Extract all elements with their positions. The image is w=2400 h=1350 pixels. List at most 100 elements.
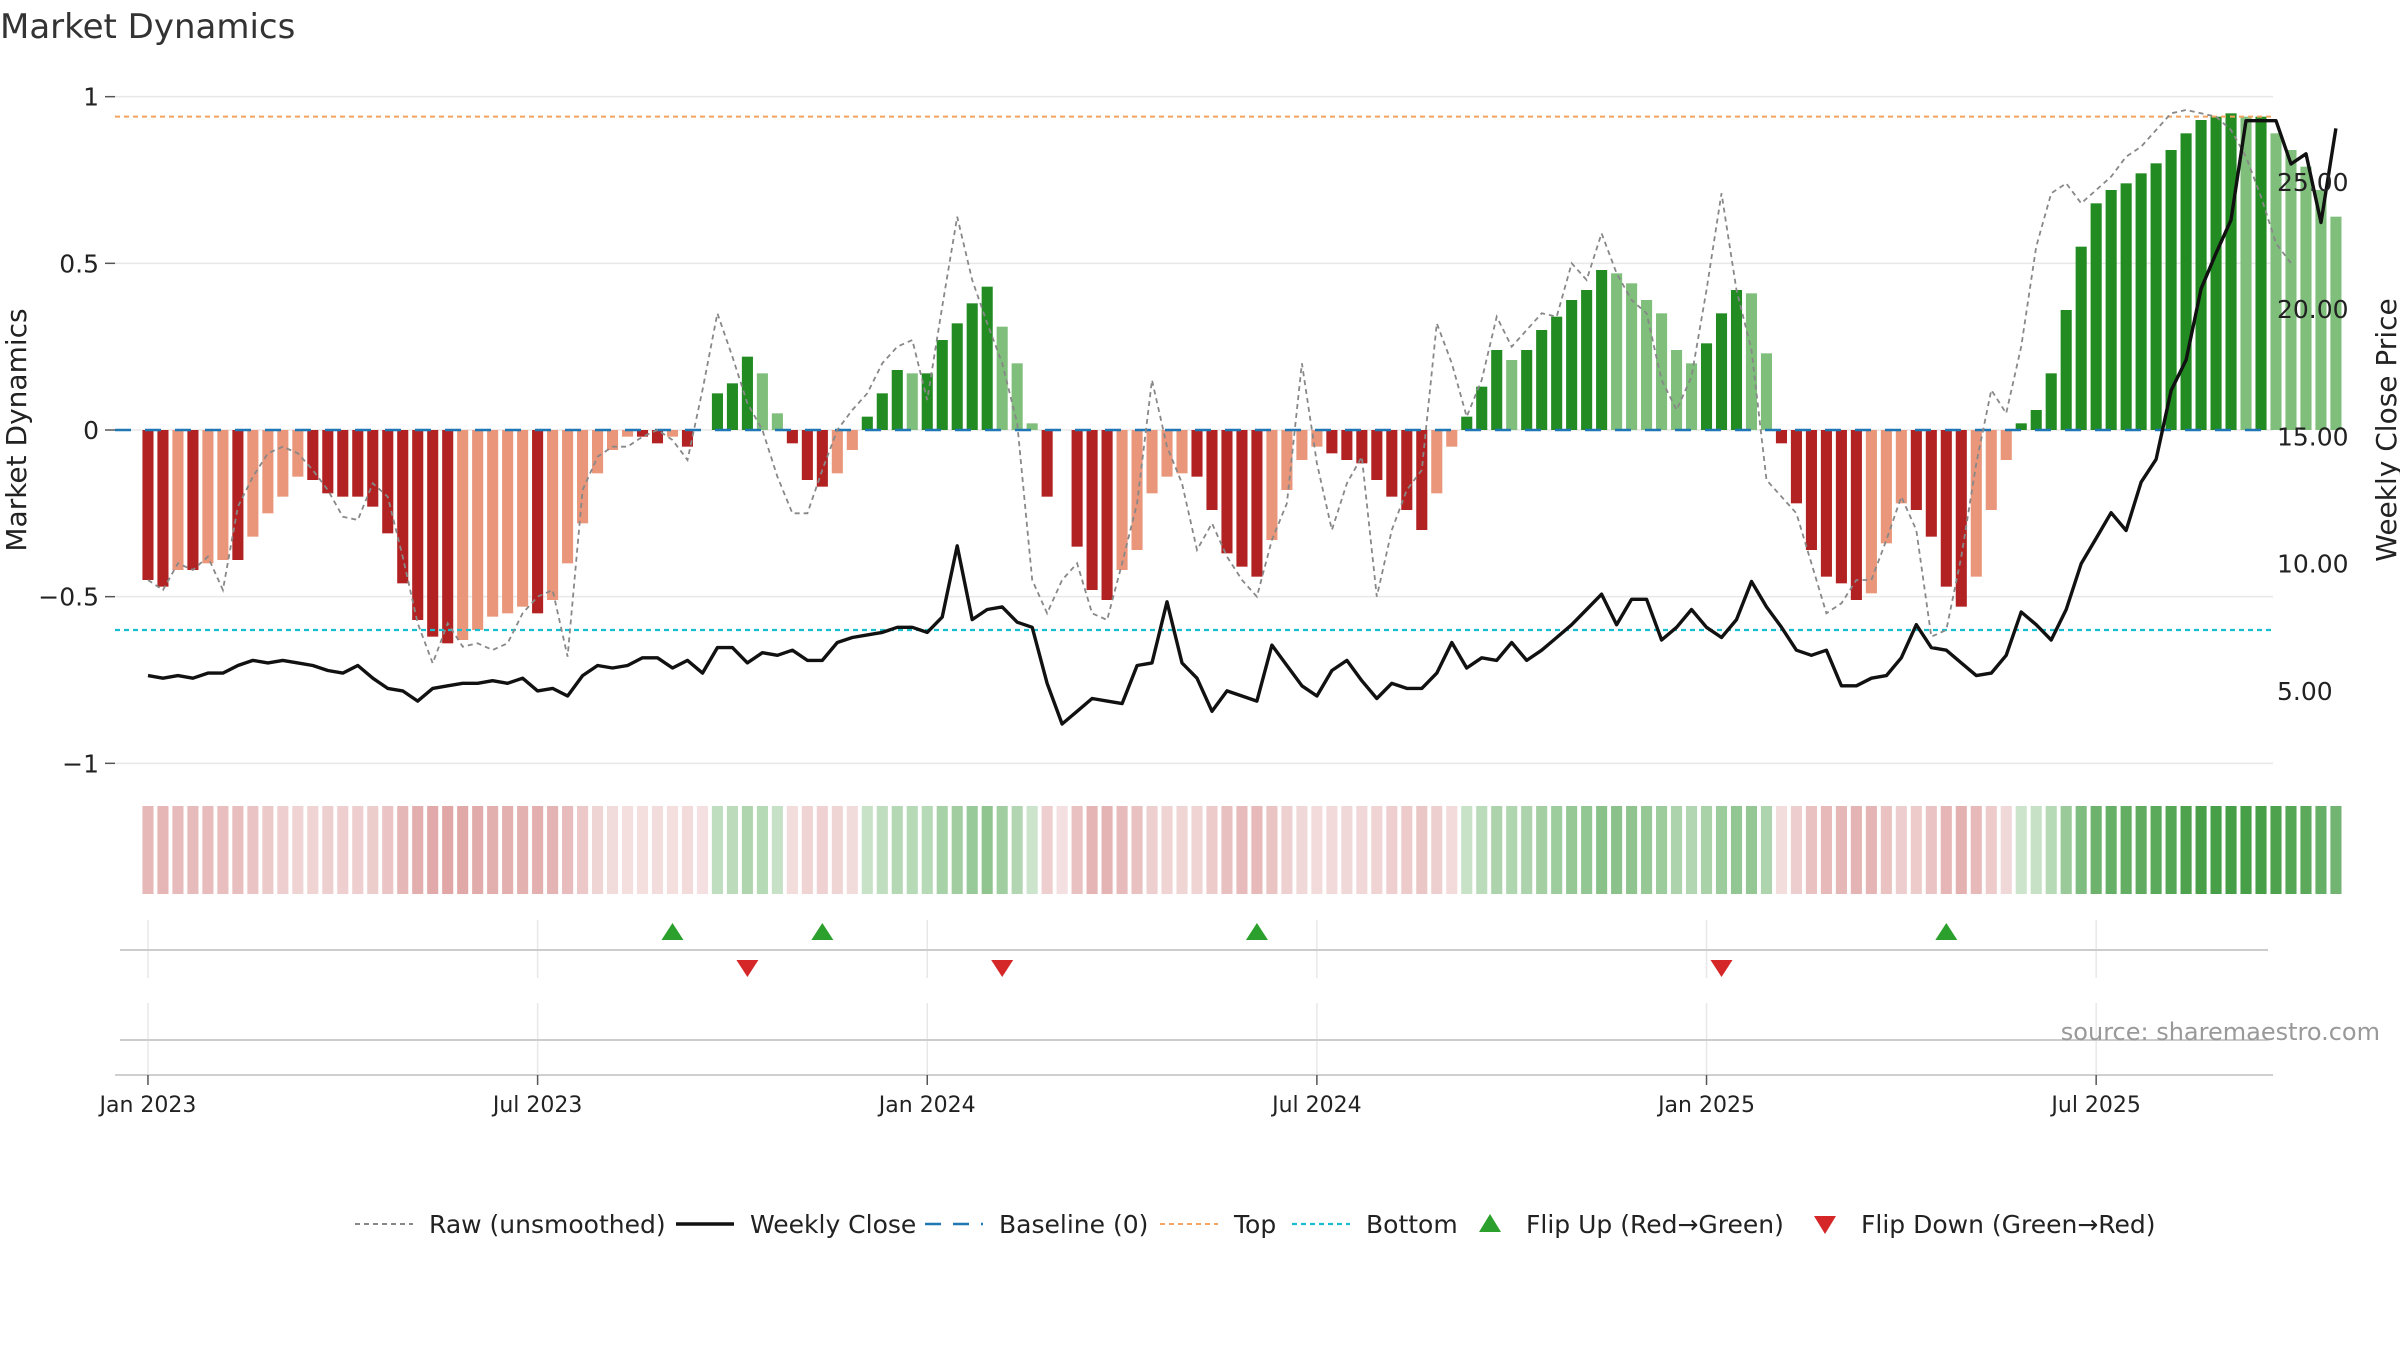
dynamics-bar <box>1356 430 1368 464</box>
heat-cell <box>1521 806 1533 894</box>
dynamics-bar <box>232 430 244 560</box>
heat-cell <box>1206 806 1218 894</box>
heat-cell <box>1626 806 1638 894</box>
heat-cell <box>771 806 783 894</box>
heat-cell <box>1955 806 1967 894</box>
heat-cell <box>202 806 214 894</box>
dynamics-bar <box>277 430 289 497</box>
dynamics-bar <box>2060 310 2072 430</box>
heat-cell <box>487 806 499 894</box>
dynamics-bar <box>1341 430 1353 460</box>
dynamics-bar <box>1476 386 1488 430</box>
dynamics-bar <box>2105 190 2117 430</box>
heat-cell <box>1401 806 1413 894</box>
legend-label: Flip Down (Green→Red) <box>1861 1210 2156 1239</box>
dynamics-bar <box>996 326 1008 430</box>
heat-cell <box>2240 806 2252 894</box>
heat-cell <box>741 806 753 894</box>
heat-cell <box>1970 806 1982 894</box>
heat-cell <box>1880 806 1892 894</box>
dynamics-bar <box>1161 430 1173 477</box>
dynamics-bar <box>2225 113 2237 430</box>
heat-cell <box>1041 806 1053 894</box>
dynamics-bar <box>1671 350 1683 430</box>
dynamics-bar <box>142 430 154 580</box>
legend-item-top: Top <box>1160 1210 1276 1239</box>
heat-cell <box>2030 806 2042 894</box>
dynamics-bar <box>1251 430 1263 577</box>
heat-cell <box>2060 806 2072 894</box>
heat-cell <box>1865 806 1877 894</box>
heat-cell <box>1116 806 1128 894</box>
dynamics-bar <box>2150 163 2162 431</box>
series-lines <box>115 109 2338 726</box>
heat-cell <box>217 806 229 894</box>
heat-cell <box>2075 806 2087 894</box>
heat-cell <box>1101 806 1113 894</box>
dynamics-bar <box>412 430 424 620</box>
heat-cell <box>996 806 1008 894</box>
heat-cell <box>1551 806 1563 894</box>
dynamics-bar <box>606 430 619 450</box>
heat-cell <box>1326 806 1338 894</box>
axis-ticks: 1 0.5 0 −0.5 −1 25.00 20.00 15.00 10.00 5.00 Jan 2… <box>38 83 2348 1118</box>
dynamics-bar <box>951 323 963 430</box>
heat-cell <box>786 806 798 894</box>
heat-cell <box>472 806 484 894</box>
dynamics-bar <box>1955 430 1967 607</box>
heat-cell <box>906 806 918 894</box>
left-tick-label: 1 <box>83 83 99 112</box>
dynamics-bar <box>1431 430 1443 494</box>
dynamics-bar <box>472 430 484 630</box>
right-tick-label: 20.00 <box>2277 295 2349 324</box>
dynamics-bar <box>1221 430 1233 554</box>
dynamics-bar <box>741 356 753 430</box>
dynamics-bar <box>1700 343 1713 430</box>
heat-cell <box>1581 806 1593 894</box>
flip-up-marker <box>661 923 684 940</box>
left-tick-label: 0.5 <box>59 249 99 278</box>
dynamics-bar <box>771 413 783 430</box>
x-tick-label: Jul 2023 <box>491 1093 583 1118</box>
heat-cell <box>951 806 963 894</box>
dynamics-bar <box>1446 430 1458 447</box>
heat-cell <box>1461 806 1473 894</box>
heat-cell <box>1596 806 1608 894</box>
dynamics-bar <box>621 430 634 437</box>
legend-item-baseline: Baseline (0) <box>925 1210 1148 1239</box>
dynamics-bar <box>1026 423 1038 430</box>
dynamics-bar <box>1461 416 1473 430</box>
dynamics-bar <box>1745 293 1758 430</box>
dynamics-bar <box>1206 430 1218 510</box>
heat-cell <box>1685 806 1698 894</box>
x-tick-label: Jul 2025 <box>2049 1093 2141 1118</box>
heat-cell <box>2120 806 2132 894</box>
dynamics-bar <box>1416 430 1428 530</box>
heat-cell <box>1730 806 1743 894</box>
legend-label: Baseline (0) <box>999 1210 1148 1239</box>
heat-cell <box>1446 806 1458 894</box>
heat-cell <box>2330 806 2342 894</box>
heat-cell <box>1476 806 1488 894</box>
dynamics-bar <box>1386 430 1398 497</box>
heat-cell <box>577 806 589 894</box>
dynamics-bar <box>906 373 918 430</box>
dynamics-bar <box>2015 423 2027 430</box>
dynamics-bar <box>936 340 948 430</box>
heat-cell <box>592 806 604 894</box>
dynamics-bar <box>307 430 319 480</box>
heat-cell <box>157 806 169 894</box>
dynamics-bar <box>2120 183 2132 430</box>
heat-cell <box>2285 806 2297 894</box>
heat-cell <box>2195 806 2207 894</box>
heat-cell <box>801 806 813 894</box>
left-tick-label: −0.5 <box>38 583 99 612</box>
dynamics-bar <box>681 430 694 447</box>
heat-cell <box>606 806 619 894</box>
dynamics-bar <box>1131 430 1143 550</box>
dynamics-bar <box>2330 216 2342 430</box>
heat-cell <box>1715 806 1728 894</box>
legend-item-close: Weekly Close <box>676 1210 916 1239</box>
heat-cell <box>1506 806 1518 894</box>
